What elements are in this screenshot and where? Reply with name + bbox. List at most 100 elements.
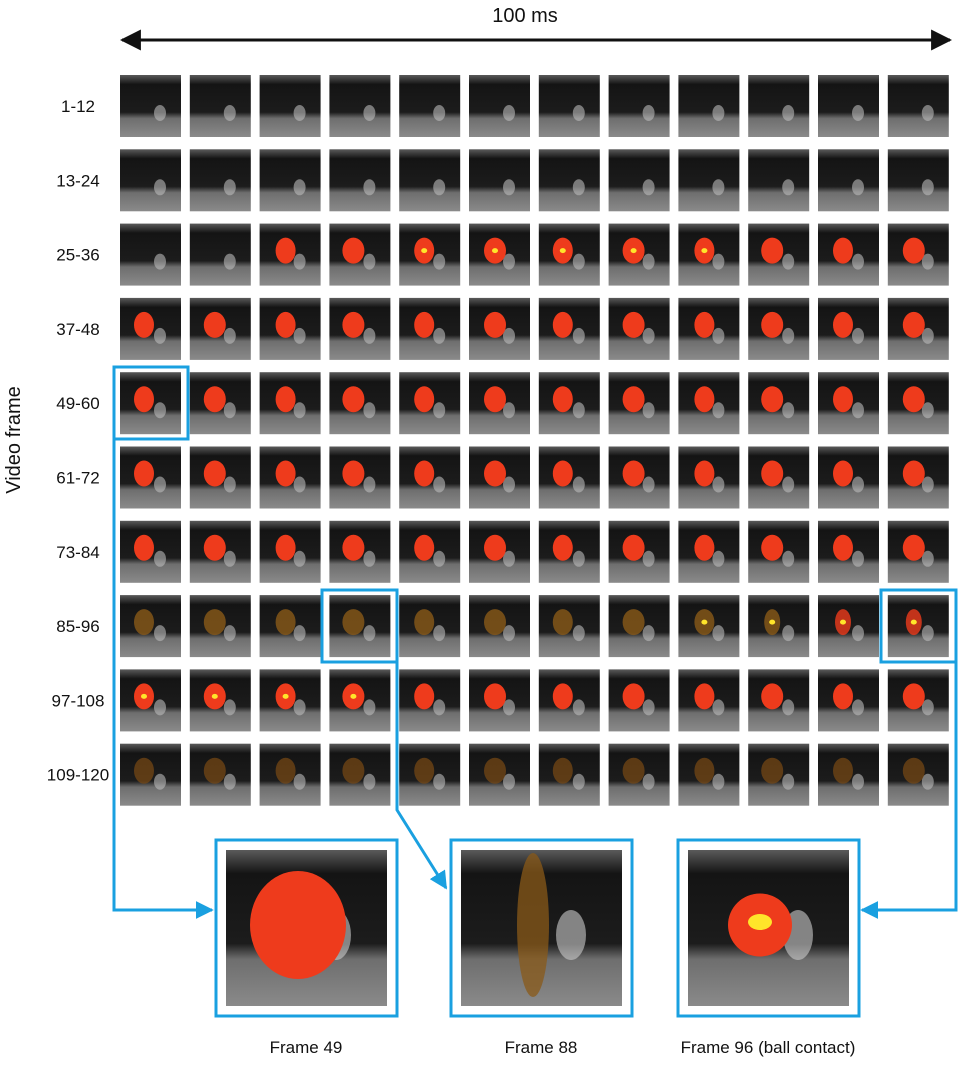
blob	[622, 683, 645, 710]
blob	[552, 460, 573, 487]
blob	[275, 609, 296, 636]
ball	[363, 105, 376, 121]
blob	[203, 534, 226, 561]
blob	[694, 460, 715, 487]
hotspot	[701, 619, 708, 625]
hotspot	[748, 914, 772, 930]
connector	[395, 662, 448, 890]
ball	[712, 625, 725, 642]
ball	[223, 625, 236, 642]
ball	[556, 910, 586, 960]
ball	[921, 773, 934, 790]
ball	[921, 327, 934, 344]
blob	[622, 534, 645, 561]
blob	[134, 609, 154, 636]
ball	[154, 105, 166, 121]
ball	[642, 625, 655, 642]
zoom-label: Frame 49	[270, 1038, 343, 1057]
blob	[484, 757, 506, 784]
frame-grid: 1-12 13-24 25-36 37-48 49-60 61-72 73-84 85-96 9…	[47, 75, 949, 806]
blob	[275, 460, 296, 487]
connector	[860, 662, 958, 919]
thumbnail	[887, 149, 949, 212]
blob	[342, 460, 365, 487]
blob	[484, 609, 506, 636]
ball	[852, 253, 864, 270]
ball	[433, 476, 446, 493]
ball	[852, 327, 864, 344]
ball	[852, 625, 864, 642]
ball	[572, 179, 585, 196]
ball	[433, 402, 446, 419]
blob	[203, 609, 226, 636]
ball	[572, 402, 585, 419]
ball	[852, 179, 864, 196]
blob	[622, 386, 645, 413]
ball	[154, 699, 166, 716]
ball	[503, 699, 515, 716]
zoom-label: Frame 88	[505, 1038, 578, 1057]
blob	[342, 757, 365, 784]
ball	[363, 625, 376, 642]
blob	[833, 237, 853, 264]
ball	[363, 773, 376, 790]
ball	[363, 699, 376, 716]
blob	[902, 237, 925, 264]
thumbnail	[887, 75, 949, 137]
ball	[852, 402, 864, 419]
ball	[642, 253, 655, 270]
ball	[782, 327, 795, 344]
ball	[782, 476, 795, 493]
thumbnail	[120, 149, 181, 212]
ball	[642, 476, 655, 493]
blob	[134, 757, 154, 784]
blob	[552, 609, 573, 636]
blob	[552, 311, 573, 338]
blob	[902, 386, 925, 413]
ball	[503, 105, 515, 121]
ball	[642, 402, 655, 419]
thumbnail	[608, 75, 670, 137]
ball	[363, 253, 376, 270]
blob	[275, 311, 296, 338]
thumbnail	[120, 223, 181, 286]
thumbnail	[678, 75, 740, 137]
ball	[782, 625, 795, 642]
ball	[572, 699, 585, 716]
ball	[293, 773, 306, 790]
blob	[902, 460, 925, 487]
ball	[782, 550, 795, 567]
ball	[572, 476, 585, 493]
ball	[921, 105, 934, 121]
row-label: 61-72	[56, 469, 99, 488]
hotspot	[769, 619, 776, 625]
ball	[852, 773, 864, 790]
blob	[414, 609, 435, 636]
thumbnail	[818, 149, 879, 212]
ball	[852, 105, 864, 121]
ball	[712, 179, 725, 196]
ball	[293, 402, 306, 419]
ball	[154, 327, 166, 344]
blob	[761, 683, 784, 710]
thumbnail	[678, 149, 740, 212]
ball	[293, 179, 306, 196]
blob	[203, 460, 226, 487]
ball	[712, 699, 725, 716]
blob	[134, 534, 154, 561]
blob	[833, 386, 853, 413]
ball	[223, 773, 236, 790]
blob	[694, 311, 715, 338]
ball	[363, 550, 376, 567]
ball	[642, 773, 655, 790]
ball	[223, 253, 236, 270]
row-label: 97-108	[52, 691, 105, 710]
row-label: 25-36	[56, 246, 99, 265]
ball	[572, 253, 585, 270]
hotspot	[492, 248, 498, 254]
thumbnail	[748, 75, 810, 137]
blob	[203, 311, 226, 338]
row-label: 85-96	[56, 617, 99, 636]
thumbnail	[189, 223, 251, 286]
